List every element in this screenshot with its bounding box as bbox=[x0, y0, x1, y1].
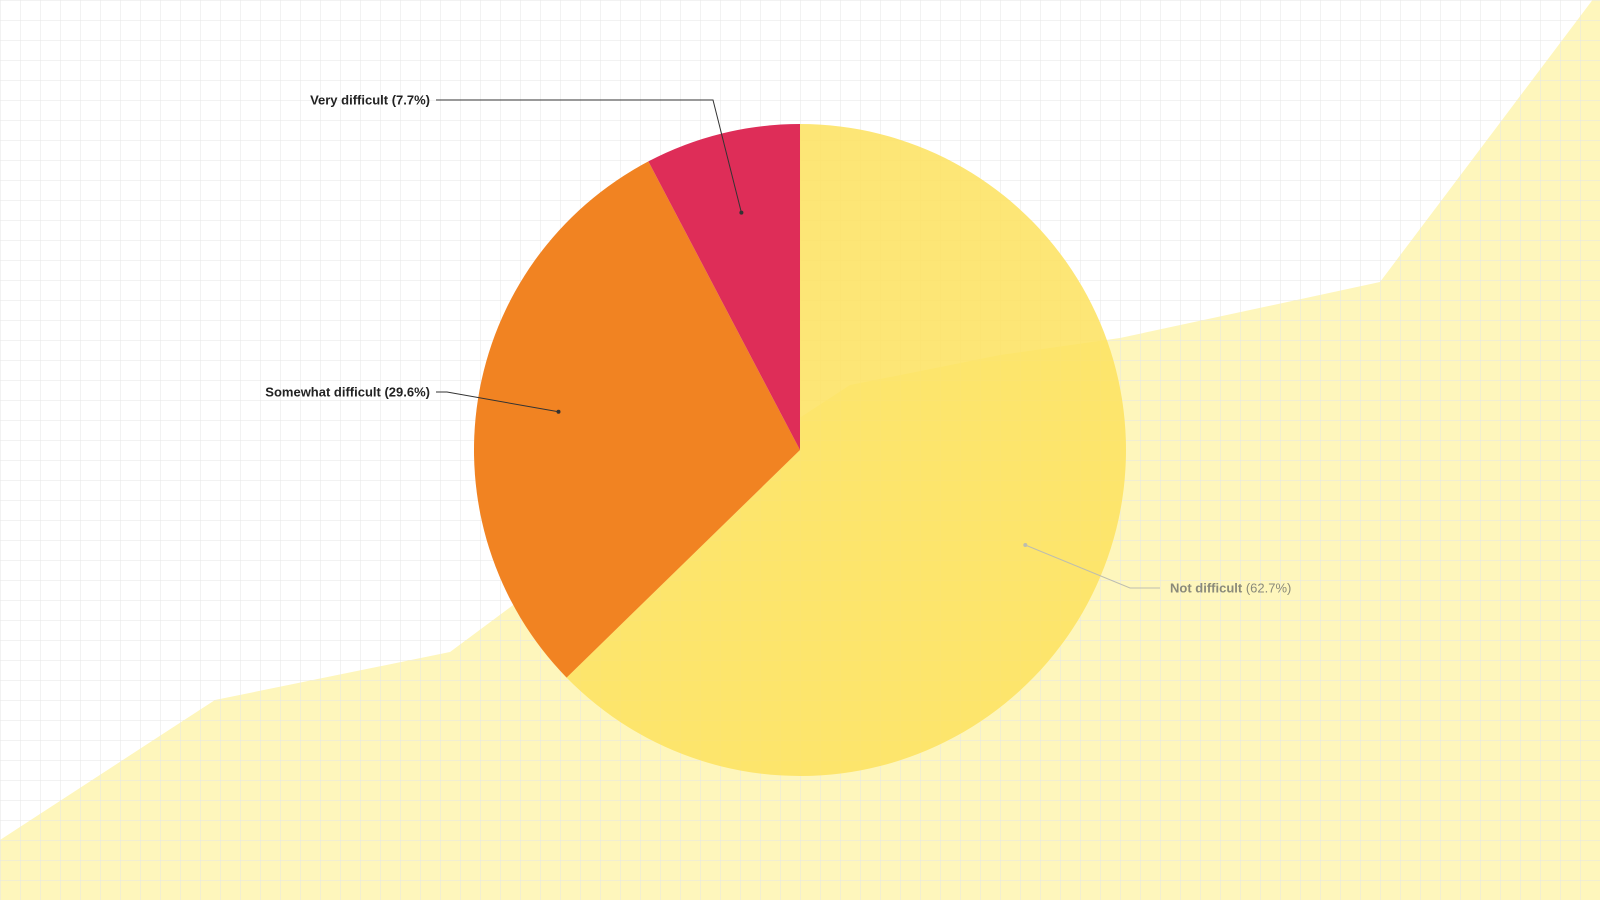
slice-label-name: Very difficult bbox=[310, 93, 392, 108]
slice-label-somewhat-difficult: Somewhat difficult (29.6%) bbox=[265, 385, 430, 400]
pie-slice-very-difficult bbox=[648, 124, 800, 450]
slice-label-percent: (62.7%) bbox=[1246, 581, 1292, 596]
slice-label-not-difficult: Not difficult (62.7%) bbox=[1170, 581, 1291, 596]
slice-label-name: Somewhat difficult bbox=[265, 385, 384, 400]
pie-slice-somewhat-difficult bbox=[473, 161, 800, 678]
slice-label-name: Not difficult bbox=[1170, 581, 1246, 596]
pie-slices bbox=[473, 124, 1126, 776]
leader-dot-not-difficult bbox=[1023, 543, 1028, 547]
leader-line-somewhat-difficult bbox=[436, 391, 559, 413]
pie-labels: Not difficult (62.7%) Somewhat difficult … bbox=[265, 93, 1291, 596]
leader-dot-somewhat-difficult bbox=[556, 409, 561, 414]
leader-dot-very-difficult bbox=[739, 210, 744, 215]
slice-label-percent: (7.7%) bbox=[392, 93, 430, 108]
leader-line-not-difficult bbox=[1025, 544, 1160, 589]
pie-slice-not-difficult bbox=[566, 124, 1126, 776]
leader-line-very-difficult bbox=[436, 99, 742, 213]
slice-label-percent: (29.6%) bbox=[384, 385, 430, 400]
slice-label-very-difficult: Very difficult (7.7%) bbox=[310, 93, 430, 108]
